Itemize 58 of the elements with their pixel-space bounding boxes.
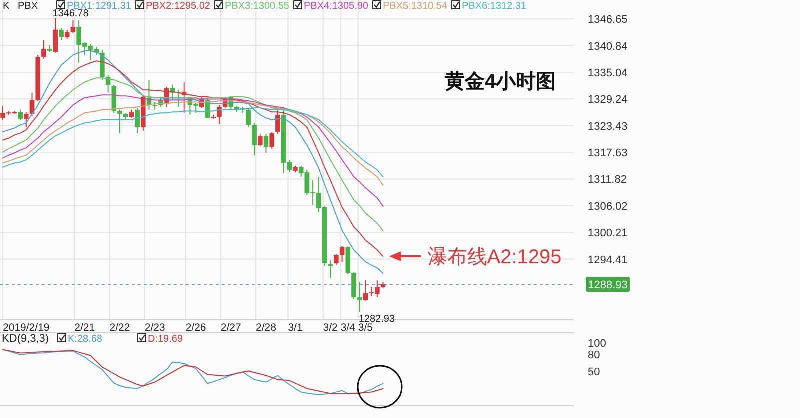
x-tick-label: 2/22 (110, 322, 130, 334)
x-tick-label: 3/5 (358, 322, 374, 334)
y-tick-label: 80 (588, 349, 600, 362)
annotation: K (3, 1, 10, 12)
text: D:19.69 (148, 334, 184, 345)
candlestick (270, 131, 274, 150)
y-tick-label: 1323.43 (588, 120, 628, 133)
y-tick-label: 1346.65 (588, 14, 628, 26)
y-tick-label: 50 (588, 366, 600, 379)
y-tick-label: 1329.24 (588, 94, 628, 106)
text: PBX4:1305.90 (304, 1, 369, 12)
candlestick (258, 134, 263, 147)
candlestick (18, 109, 23, 120)
line-series (2, 78, 384, 232)
y-tick-label: 1340.84 (588, 40, 628, 53)
ref-line-label: 1288.93 (588, 279, 628, 292)
candlestick (334, 254, 339, 266)
text: 黄金4小时图 (444, 71, 556, 93)
text: 瀑布线A2:1295 (427, 246, 562, 269)
candlestick (357, 282, 362, 313)
candlestick (276, 108, 280, 135)
x-tick-label: 3/2 (323, 322, 338, 334)
y-tick-label: 1300.21 (588, 228, 628, 240)
candlestick (217, 104, 222, 125)
text: PBX5:1310.54 (383, 1, 448, 12)
annotation: 1346.78 (52, 8, 90, 20)
chart-title: KD(9,3,3) (2, 333, 50, 345)
candlestick (135, 108, 140, 134)
candlestick (252, 122, 257, 156)
y-tick-label: 100 (588, 338, 606, 350)
x-tick-label: 2/26 (186, 322, 206, 334)
candlestick (64, 29, 70, 40)
candlestick (340, 246, 345, 263)
x-tick-label: 2/28 (256, 322, 277, 334)
candlestick (246, 108, 252, 128)
x-tick-label: 2/21 (74, 322, 96, 334)
x-tick-label: 3/4 (340, 322, 356, 334)
candlestick (70, 20, 76, 34)
candlestick (42, 40, 46, 60)
y-tick-label: 1317.63 (588, 148, 628, 160)
x-tick-label: 2/27 (220, 322, 242, 334)
candlestick (264, 134, 269, 154)
text: PBX3:1300.55 (225, 1, 290, 12)
candlestick (53, 18, 58, 54)
y-tick-label: 1335.04 (588, 67, 628, 80)
y-tick-label: 1294.41 (588, 254, 628, 266)
text: PBX2:1295.02 (146, 1, 211, 12)
candlestick (59, 28, 64, 40)
x-tick-label: 2/23 (144, 322, 166, 334)
annotation: PBX (18, 1, 38, 12)
text: PBX6:1312.31 (462, 1, 527, 12)
series-label: K:28.68 (68, 334, 103, 345)
y-tick-label: 1306.02 (588, 200, 628, 213)
x-tick-label: 3/1 (288, 322, 303, 334)
x-tick-label: 2019/2/19 (3, 322, 50, 334)
candlestick (24, 112, 29, 128)
y-tick-label: 1311.82 (588, 174, 627, 186)
candlestick (118, 109, 122, 134)
